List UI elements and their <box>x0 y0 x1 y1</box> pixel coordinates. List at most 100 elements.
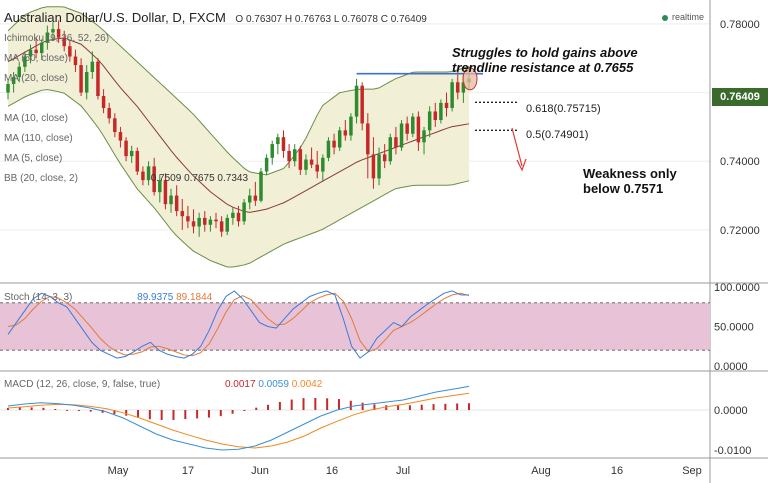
candle <box>315 150 319 179</box>
stoch-tick-label: 50.0000 <box>714 322 754 334</box>
candle <box>326 137 331 162</box>
candle-body <box>6 83 10 93</box>
candle <box>51 22 55 42</box>
legend-ma110[interactable]: MA (110, close) <box>4 133 73 144</box>
legend-macd-line: 0.0059 <box>258 379 289 390</box>
candle-body <box>456 82 460 93</box>
candle-body <box>337 130 342 148</box>
candle-body <box>208 219 213 225</box>
legend-macd[interactable]: MACD (12, 26, close, 9, false, true) 0.0… <box>4 379 322 390</box>
macd-hist-bar <box>255 407 258 410</box>
macd-hist-bar <box>137 410 140 418</box>
candle-body <box>169 195 173 205</box>
macd-hist-bar <box>196 410 199 419</box>
legend-ma50[interactable]: MA (50, close) <box>4 53 68 64</box>
candle <box>371 137 376 189</box>
candle-body <box>11 77 16 84</box>
candle <box>242 199 246 225</box>
candle-body <box>68 46 72 57</box>
candle-body <box>101 96 106 109</box>
macd-axis: 0.0000 -0.0100 <box>714 405 751 457</box>
macd-hist-bar <box>207 410 210 418</box>
legend-ichimoku[interactable]: Ichimoku (9, 26, 52, 26) <box>4 33 110 44</box>
candle-body <box>17 66 21 78</box>
legend-ma10[interactable]: MA (10, close) <box>4 113 68 124</box>
candle-body <box>242 202 246 222</box>
candle <box>253 181 258 206</box>
candle <box>208 216 213 232</box>
macd-hist-bar <box>397 405 400 410</box>
candle <box>399 120 404 151</box>
candle-body <box>377 154 381 179</box>
candle-body <box>118 132 123 141</box>
candle-body <box>180 211 185 217</box>
macd-tick-label: 0.0000 <box>714 405 748 417</box>
annotation-struggles: Struggles to hold gains above trendline … <box>452 45 638 75</box>
candle-body <box>360 85 364 124</box>
macd-hist-bar <box>432 404 435 410</box>
candle <box>174 185 179 217</box>
down-arrow-shaft <box>511 127 523 167</box>
macd-hist-bar <box>7 408 9 410</box>
candle <box>73 49 78 72</box>
candle-body <box>264 157 269 172</box>
candle-body <box>248 195 252 203</box>
candle <box>394 126 398 155</box>
candle-body <box>191 221 196 227</box>
candle <box>264 154 269 175</box>
candle-body <box>214 219 218 222</box>
candle-body <box>79 65 83 93</box>
candle <box>219 216 224 237</box>
candle <box>427 106 432 138</box>
candle-body <box>321 157 325 172</box>
candle <box>84 65 89 100</box>
legend-ma20[interactable]: MA (20, close) <box>4 73 68 84</box>
macd-line <box>7 385 470 451</box>
candle-body <box>388 137 393 162</box>
macd-tick-label: -0.0100 <box>714 445 751 457</box>
candle <box>225 214 229 236</box>
macd-hist-bar <box>420 404 423 410</box>
time-tick-label: 17 <box>182 465 194 477</box>
candle <box>101 89 106 114</box>
legend-ma5[interactable]: MA (5, close) <box>4 153 63 164</box>
candle <box>259 168 263 203</box>
stoch-tick-label: 100.0000 <box>714 282 760 294</box>
candle <box>186 205 190 229</box>
candle <box>411 113 415 138</box>
candle <box>129 145 134 163</box>
legend-bb[interactable]: BB (20, close, 2) 0.7509 0.7675 0.7343 <box>4 173 248 184</box>
candle-body <box>416 116 421 143</box>
candle-body <box>96 61 100 96</box>
candle-body <box>124 140 128 157</box>
candle <box>456 71 460 100</box>
candle <box>68 41 72 62</box>
symbol-title[interactable]: Australian Dollar/U.S. Dollar, D, FXCM <box>4 10 226 25</box>
annotation-weakness-line2: below 0.7571 <box>583 181 664 196</box>
candle <box>270 140 274 165</box>
candle-body <box>51 29 55 33</box>
current-price-badge: 0.76409 <box>712 88 768 106</box>
realtime-label: realtime <box>672 12 705 22</box>
annotation-weakness: Weakness only below 0.7571 <box>583 166 677 196</box>
candle-body <box>433 111 438 121</box>
candle <box>248 188 252 210</box>
macd-hist-bar <box>290 399 293 410</box>
legend-stoch[interactable]: Stoch (14, 3, 3) 89.9375 89.1844 <box>4 292 212 303</box>
candle <box>197 212 201 237</box>
time-tick-label: 16 <box>611 465 623 477</box>
macd-hist-bar <box>18 407 21 410</box>
macd-hist-bar <box>385 405 388 410</box>
bb-upper-line <box>7 6 470 176</box>
candle-body <box>394 137 398 148</box>
macd-hist-bar <box>337 399 340 410</box>
candles <box>6 20 471 237</box>
legend-bb-values: 0.7509 0.7675 0.7343 <box>150 173 249 184</box>
candle-body <box>315 164 319 172</box>
candle <box>287 144 291 169</box>
macd-hist-bar <box>302 398 305 410</box>
candle-body <box>371 154 376 179</box>
candle-body <box>39 42 44 54</box>
candle <box>349 113 353 141</box>
